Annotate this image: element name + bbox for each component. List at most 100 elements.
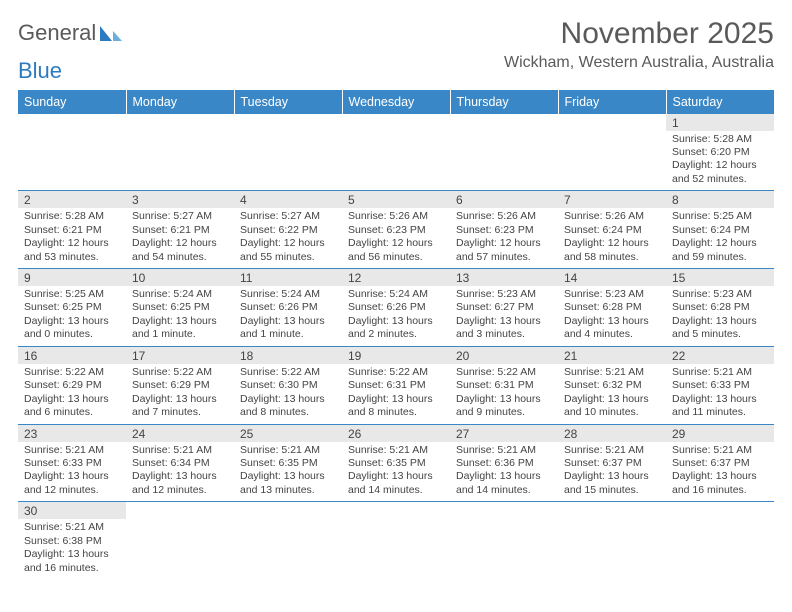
sunset-text: Sunset: 6:21 PM (132, 224, 228, 237)
day-content: Sunrise: 5:23 AMSunset: 6:28 PMDaylight:… (564, 288, 660, 342)
daylight-text: Daylight: 12 hours and 59 minutes. (672, 237, 768, 264)
sunset-text: Sunset: 6:24 PM (672, 224, 768, 237)
daylight-text: Daylight: 13 hours and 12 minutes. (132, 470, 228, 497)
sunset-text: Sunset: 6:23 PM (348, 224, 444, 237)
day-cell: 25Sunrise: 5:21 AMSunset: 6:35 PMDayligh… (234, 424, 342, 502)
daylight-text: Daylight: 13 hours and 5 minutes. (672, 315, 768, 342)
logo-text-general: General (18, 20, 96, 46)
day-cell: 24Sunrise: 5:21 AMSunset: 6:34 PMDayligh… (126, 424, 234, 502)
day-content: Sunrise: 5:28 AMSunset: 6:21 PMDaylight:… (24, 210, 120, 264)
day-cell: 30Sunrise: 5:21 AMSunset: 6:38 PMDayligh… (18, 502, 126, 579)
daylight-text: Daylight: 13 hours and 4 minutes. (564, 315, 660, 342)
sunrise-text: Sunrise: 5:21 AM (672, 366, 768, 379)
day-number: 22 (666, 347, 774, 364)
sunset-text: Sunset: 6:32 PM (564, 379, 660, 392)
sunrise-text: Sunrise: 5:24 AM (240, 288, 336, 301)
sunrise-text: Sunrise: 5:22 AM (240, 366, 336, 379)
daylight-text: Daylight: 13 hours and 3 minutes. (456, 315, 552, 342)
day-content: Sunrise: 5:21 AMSunset: 6:34 PMDaylight:… (132, 444, 228, 498)
day-number: 7 (558, 191, 666, 208)
sunset-text: Sunset: 6:33 PM (672, 379, 768, 392)
sunrise-text: Sunrise: 5:21 AM (456, 444, 552, 457)
weekday-header: Thursday (450, 90, 558, 114)
day-cell: 5 Sunrise: 5:26 AMSunset: 6:23 PMDaylight… (342, 191, 450, 269)
sunset-text: Sunset: 6:24 PM (564, 224, 660, 237)
day-number: 5 (342, 191, 450, 208)
day-number: 19 (342, 347, 450, 364)
day-cell (450, 114, 558, 191)
day-content: Sunrise: 5:26 AMSunset: 6:23 PMDaylight:… (348, 210, 444, 264)
weekday-header: Saturday (666, 90, 774, 114)
day-cell (126, 502, 234, 579)
day-cell: 9Sunrise: 5:25 AMSunset: 6:25 PMDaylight… (18, 269, 126, 347)
day-cell: 12 Sunrise: 5:24 AMSunset: 6:26 PMDayligh… (342, 269, 450, 347)
day-number: 26 (342, 425, 450, 442)
logo: General (18, 18, 124, 46)
sunrise-text: Sunrise: 5:25 AM (24, 288, 120, 301)
sunset-text: Sunset: 6:38 PM (24, 535, 120, 548)
daylight-text: Daylight: 13 hours and 8 minutes. (348, 393, 444, 420)
sunrise-text: Sunrise: 5:21 AM (672, 444, 768, 457)
sunrise-text: Sunrise: 5:28 AM (24, 210, 120, 223)
sunset-text: Sunset: 6:35 PM (348, 457, 444, 470)
daylight-text: Daylight: 12 hours and 54 minutes. (132, 237, 228, 264)
day-content: Sunrise: 5:24 AMSunset: 6:26 PMDaylight:… (348, 288, 444, 342)
day-cell: 3Sunrise: 5:27 AMSunset: 6:21 PMDaylight… (126, 191, 234, 269)
sunrise-text: Sunrise: 5:26 AM (564, 210, 660, 223)
day-content: Sunrise: 5:23 AMSunset: 6:28 PMDaylight:… (672, 288, 768, 342)
day-cell (234, 502, 342, 579)
day-content: Sunrise: 5:21 AMSunset: 6:33 PMDaylight:… (672, 366, 768, 420)
daylight-text: Daylight: 13 hours and 15 minutes. (564, 470, 660, 497)
day-cell: 7 Sunrise: 5:26 AMSunset: 6:24 PMDaylight… (558, 191, 666, 269)
sunset-text: Sunset: 6:31 PM (348, 379, 444, 392)
daylight-text: Daylight: 13 hours and 13 minutes. (240, 470, 336, 497)
weekday-header: Tuesday (234, 90, 342, 114)
sunrise-text: Sunrise: 5:23 AM (564, 288, 660, 301)
day-cell: 13 Sunrise: 5:23 AMSunset: 6:27 PMDayligh… (450, 269, 558, 347)
day-cell: 2Sunrise: 5:28 AMSunset: 6:21 PMDaylight… (18, 191, 126, 269)
day-content: Sunrise: 5:24 AMSunset: 6:25 PMDaylight:… (132, 288, 228, 342)
day-cell: 8Sunrise: 5:25 AMSunset: 6:24 PMDaylight… (666, 191, 774, 269)
day-number: 18 (234, 347, 342, 364)
day-number: 13 (450, 269, 558, 286)
daylight-text: Daylight: 13 hours and 9 minutes. (456, 393, 552, 420)
day-cell (666, 502, 774, 579)
daylight-text: Daylight: 12 hours and 52 minutes. (672, 159, 768, 186)
day-number: 21 (558, 347, 666, 364)
week-row: 16Sunrise: 5:22 AMSunset: 6:29 PMDayligh… (18, 346, 774, 424)
sunset-text: Sunset: 6:25 PM (24, 301, 120, 314)
daylight-text: Daylight: 12 hours and 58 minutes. (564, 237, 660, 264)
sail-icon (98, 23, 124, 43)
calendar-table: Sunday Monday Tuesday Wednesday Thursday… (18, 90, 774, 580)
day-number: 15 (666, 269, 774, 286)
sunrise-text: Sunrise: 5:27 AM (240, 210, 336, 223)
sunrise-text: Sunrise: 5:25 AM (672, 210, 768, 223)
sunset-text: Sunset: 6:21 PM (24, 224, 120, 237)
daylight-text: Daylight: 12 hours and 56 minutes. (348, 237, 444, 264)
daylight-text: Daylight: 12 hours and 53 minutes. (24, 237, 120, 264)
sunrise-text: Sunrise: 5:26 AM (456, 210, 552, 223)
daylight-text: Daylight: 13 hours and 16 minutes. (672, 470, 768, 497)
sunrise-text: Sunrise: 5:22 AM (456, 366, 552, 379)
day-cell (558, 114, 666, 191)
sunset-text: Sunset: 6:26 PM (240, 301, 336, 314)
sunrise-text: Sunrise: 5:27 AM (132, 210, 228, 223)
day-cell (126, 114, 234, 191)
day-content: Sunrise: 5:21 AMSunset: 6:37 PMDaylight:… (564, 444, 660, 498)
sunrise-text: Sunrise: 5:24 AM (132, 288, 228, 301)
sunrise-text: Sunrise: 5:21 AM (564, 366, 660, 379)
daylight-text: Daylight: 13 hours and 1 minute. (132, 315, 228, 342)
day-number: 12 (342, 269, 450, 286)
daylight-text: Daylight: 13 hours and 1 minute. (240, 315, 336, 342)
weekday-header-row: Sunday Monday Tuesday Wednesday Thursday… (18, 90, 774, 114)
sunset-text: Sunset: 6:28 PM (672, 301, 768, 314)
sunset-text: Sunset: 6:23 PM (456, 224, 552, 237)
day-number: 27 (450, 425, 558, 442)
day-number: 14 (558, 269, 666, 286)
sunrise-text: Sunrise: 5:23 AM (456, 288, 552, 301)
sunset-text: Sunset: 6:36 PM (456, 457, 552, 470)
daylight-text: Daylight: 13 hours and 16 minutes. (24, 548, 120, 575)
day-content: Sunrise: 5:21 AMSunset: 6:32 PMDaylight:… (564, 366, 660, 420)
day-content: Sunrise: 5:23 AMSunset: 6:27 PMDaylight:… (456, 288, 552, 342)
sunset-text: Sunset: 6:35 PM (240, 457, 336, 470)
